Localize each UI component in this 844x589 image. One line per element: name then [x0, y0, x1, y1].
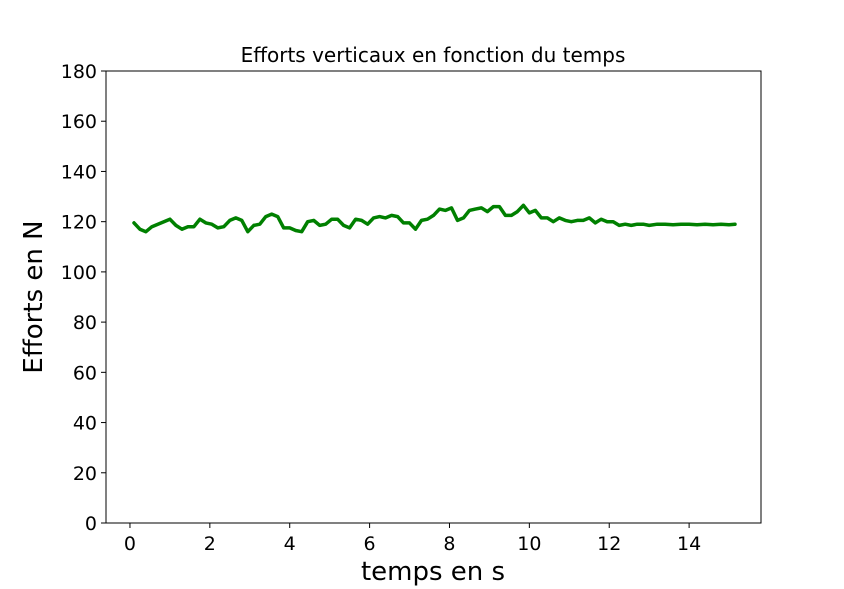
y-tick-label: 180: [61, 61, 97, 83]
plot-lines: [132, 203, 737, 234]
y-axis-title: Efforts en N: [19, 220, 49, 373]
x-tick-label: 0: [124, 533, 136, 555]
x-tick-label: 12: [597, 533, 621, 555]
plot-frame: [105, 70, 762, 524]
x-tick-label: 14: [677, 533, 701, 555]
y-tick-label: 100: [61, 262, 97, 284]
y-tick-label: 120: [61, 212, 97, 234]
y-tick-label: 0: [85, 513, 97, 535]
y-tick-label: 160: [61, 111, 97, 133]
y-tick-label: 60: [73, 362, 97, 384]
x-tick-label: 10: [517, 533, 541, 555]
y-tick-label: 40: [73, 413, 97, 435]
y-tick-label: 80: [73, 312, 97, 334]
series-line: [132, 203, 737, 234]
chart-title: Efforts verticaux en fonction du temps: [241, 43, 626, 67]
x-tick-label: 8: [443, 533, 455, 555]
x-tick-label: 2: [204, 533, 216, 555]
y-tick-label: 20: [73, 463, 97, 485]
x-axis-ticks: 0 2 4 6 8 10 12 14: [124, 523, 701, 555]
x-axis-title: temps en s: [361, 557, 505, 587]
x-tick-label: 4: [284, 533, 296, 555]
y-tick-label: 140: [61, 161, 97, 183]
x-tick-label: 6: [364, 533, 376, 555]
y-axis-ticks: 0 20 40 60 80 100 120 140 160 180: [61, 61, 106, 535]
